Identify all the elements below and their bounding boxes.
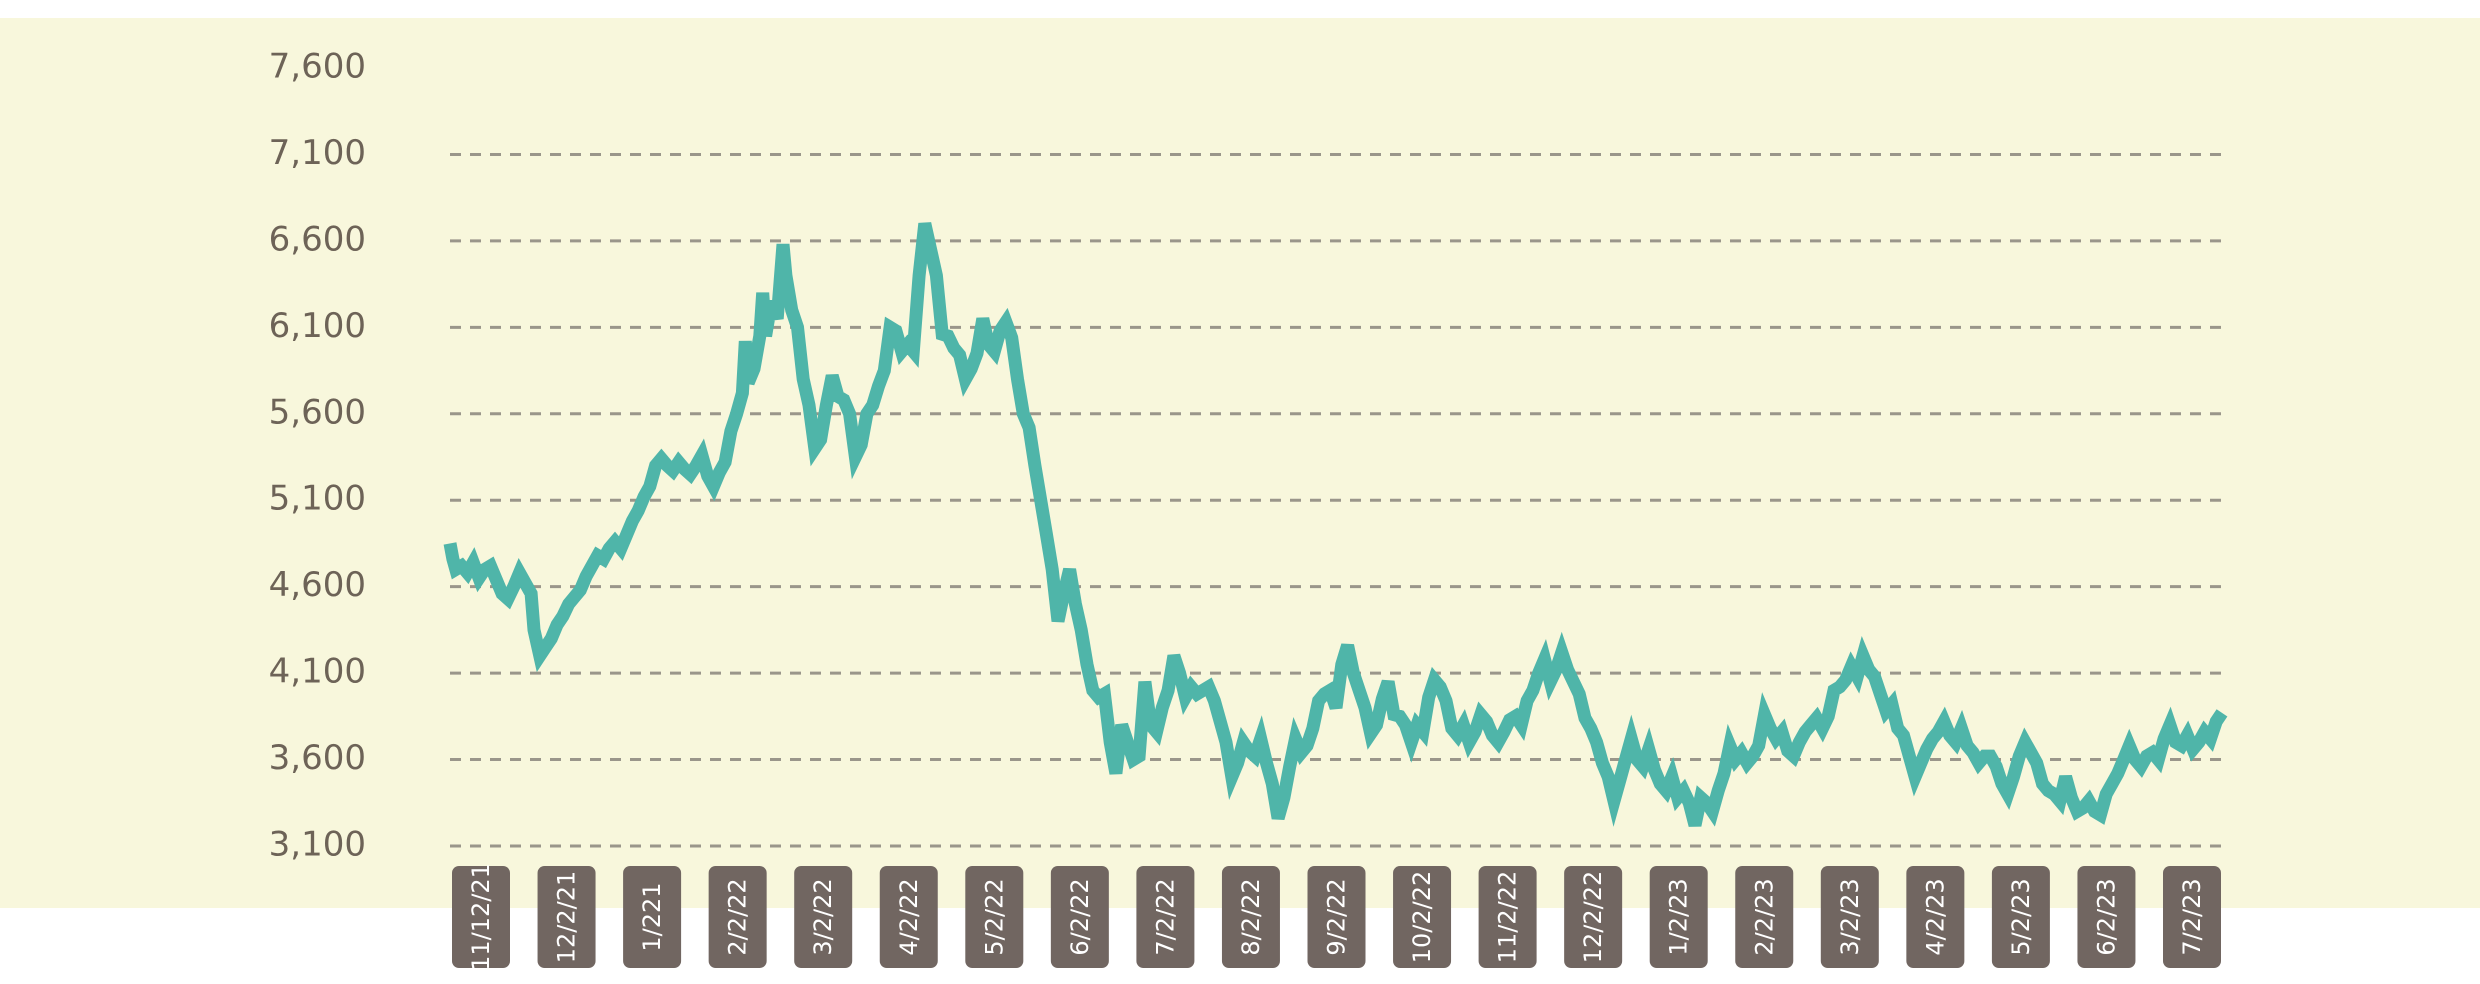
x-date-badge-bg (1478, 866, 1537, 968)
x-tick-label: 6/2/23 (2092, 878, 2120, 955)
x-tick-label: 2/2/23 (1750, 878, 1778, 955)
x-tick-label: 1/2/23 (1665, 878, 1693, 955)
x-date-badge-bg (1906, 866, 1965, 968)
y-axis-tick-labels: 7,600 7,100 6,600 6,100 5,600 5,100 4,600 4,100… (269, 47, 366, 865)
x-date-badge: 6/2/23 (2077, 866, 2136, 968)
x-tick-label: 7/2/22 (1151, 878, 1179, 955)
x-tick-label: 11/2/22 (1494, 871, 1522, 964)
x-date-badge: 12/2/22 (1564, 866, 1623, 968)
x-date-badge: 3/2/23 (1820, 866, 1879, 968)
x-date-badge-bg (2163, 866, 2221, 968)
x-date-badge: 7/2/22 (1136, 866, 1195, 968)
x-date-badge-bg (708, 866, 767, 968)
x-date-badge: 7/2/23 (2163, 866, 2221, 968)
x-date-badge-bg (1991, 866, 2050, 968)
x-date-badge: 9/2/22 (1307, 866, 1366, 968)
x-date-badge: 4/2/23 (1906, 866, 1965, 968)
x-date-badge: 11/2/22 (1478, 866, 1537, 968)
x-date-badge-bg (794, 866, 853, 968)
x-date-badge-bg (965, 866, 1024, 968)
x-date-badge-bg (1136, 866, 1195, 968)
x-date-badge: 6/2/22 (1050, 866, 1109, 968)
x-tick-label: 3/2/23 (1836, 878, 1864, 955)
y-tick-label: 7,100 (269, 133, 366, 173)
y-tick-label: 3,600 (269, 738, 366, 778)
x-date-badge: 12/2/21 (537, 866, 596, 968)
x-tick-label: 11/12/21 (467, 863, 495, 971)
series-line (443, 222, 2228, 827)
x-tick-label: 12/2/22 (1579, 871, 1607, 964)
x-date-badge-bg (1221, 866, 1280, 968)
x-date-badge-bg (1393, 866, 1452, 968)
y-tick-label: 4,600 (269, 565, 366, 605)
y-tick-label: 3,100 (269, 825, 366, 865)
y-tick-label: 5,100 (269, 479, 366, 519)
x-date-badge-bg (1820, 866, 1879, 968)
x-tick-label: 12/2/21 (553, 871, 581, 964)
chart-panel-background (0, 18, 2480, 908)
x-date-badge-bg (452, 866, 510, 968)
y-tick-label: 6,600 (269, 219, 366, 259)
x-tick-label: 6/2/22 (1066, 878, 1094, 955)
x-tick-label: 4/2/22 (895, 878, 923, 955)
x-date-badge-bg (623, 866, 682, 968)
x-date-badge-bg (1050, 866, 1109, 968)
x-tick-label: 10/2/22 (1408, 871, 1436, 964)
x-date-badge: 4/2/22 (879, 866, 938, 968)
x-tick-label: 5/2/22 (980, 878, 1008, 955)
y-tick-label: 5,600 (269, 392, 366, 432)
x-date-badge: 1/221 (623, 866, 682, 968)
x-date-badge: 8/2/22 (1221, 866, 1280, 968)
x-tick-label: 2/2/22 (724, 878, 752, 955)
x-date-badge-bg (537, 866, 596, 968)
x-tick-label: 4/2/23 (1921, 878, 1949, 955)
x-axis-date-badges: 11/12/21 12/2/21 1/221 2/2/22 3/2/22 4/2/22 5/… (452, 863, 2221, 971)
x-date-badge: 11/12/21 (452, 863, 510, 971)
y-tick-label: 7,600 (269, 47, 366, 87)
x-tick-label: 7/2/23 (2178, 878, 2206, 955)
x-tick-label: 8/2/22 (1237, 878, 1265, 955)
x-date-badge: 5/2/23 (1991, 866, 2050, 968)
x-date-badge-bg (1649, 866, 1708, 968)
y-tick-label: 6,100 (269, 306, 366, 346)
x-date-badge-bg (879, 866, 938, 968)
x-date-badge: 2/2/22 (708, 866, 767, 968)
x-date-badge-bg (1564, 866, 1623, 968)
x-date-badge-bg (2077, 866, 2136, 968)
x-date-badge: 5/2/22 (965, 866, 1024, 968)
x-date-badge: 1/2/23 (1649, 866, 1708, 968)
x-tick-label: 1/221 (638, 882, 666, 951)
x-date-badge: 3/2/22 (794, 866, 853, 968)
x-tick-label: 9/2/22 (1323, 878, 1351, 955)
x-date-badge: 2/2/23 (1735, 866, 1794, 968)
y-tick-label: 4,100 (269, 652, 366, 692)
x-date-badge-bg (1735, 866, 1794, 968)
x-date-badge: 10/2/22 (1393, 866, 1452, 968)
x-date-badge-bg (1307, 866, 1366, 968)
x-tick-label: 5/2/23 (2007, 878, 2035, 955)
x-tick-label: 3/2/22 (809, 878, 837, 955)
